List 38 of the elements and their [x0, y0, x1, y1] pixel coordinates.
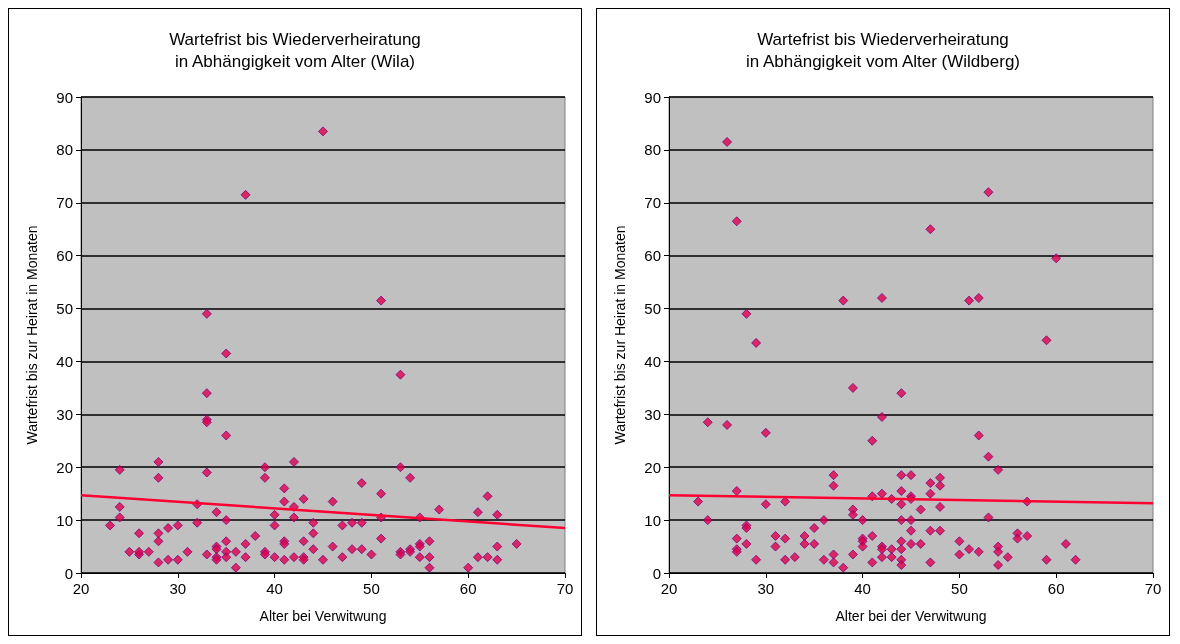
- y-tick-label: 90: [644, 88, 661, 106]
- y-tick-label: 20: [56, 458, 73, 476]
- x-tick-label: 60: [1047, 580, 1065, 597]
- y-tick-label: 60: [56, 247, 73, 265]
- y-tick-label: 40: [644, 352, 661, 370]
- y-tick-label: 60: [644, 247, 661, 265]
- x-tick-label: 40: [266, 580, 283, 597]
- y-tick-label: 0: [64, 564, 73, 582]
- y-tick-label: 30: [644, 405, 661, 423]
- y-tick-label: 20: [644, 458, 661, 476]
- x-tick-label: 20: [72, 580, 90, 597]
- y-tick-label: 70: [56, 194, 73, 212]
- chart-title: Wartefrist bis Wiederverheiratung in Abhängigkeit vom Alter (Wildberg): [745, 29, 1021, 71]
- y-tick-label: 0: [652, 564, 661, 582]
- y-tick-label: 80: [56, 141, 73, 159]
- y-tick-label: 50: [644, 300, 661, 318]
- x-tick-label: 40: [854, 580, 871, 597]
- chart-title: Wartefrist bis Wiederverheiratung in Abhängigkeit vom Alter (Wila): [169, 29, 421, 71]
- y-tick-label: 90: [56, 88, 73, 106]
- y-tick-label: 40: [56, 352, 73, 370]
- x-tick-label: 50: [363, 580, 380, 597]
- y-tick-label: 30: [56, 405, 73, 423]
- x-axis-title: Alter bei der Verwitwung: [835, 608, 987, 624]
- y-tick-label: 70: [644, 194, 661, 212]
- x-tick-label: 20: [660, 580, 678, 597]
- x-tick-label: 50: [951, 580, 968, 597]
- y-tick-label: 10: [56, 511, 73, 529]
- x-tick-label: 70: [1144, 580, 1162, 597]
- y-tick-label: 80: [644, 141, 661, 159]
- y-axis-title: Wartefrist bis zur Heirat in Monaten: [612, 225, 628, 445]
- x-tick-label: 30: [169, 580, 187, 597]
- y-tick-label: 50: [56, 300, 73, 318]
- x-tick-label: 30: [757, 580, 775, 597]
- x-axis-title: Alter bei Verwitwung: [259, 608, 387, 624]
- y-tick-label: 10: [644, 511, 661, 529]
- x-tick-label: 60: [459, 580, 477, 597]
- x-tick-label: 70: [556, 580, 574, 597]
- y-axis-title: Wartefrist bis zur Heirat in Monaten: [24, 225, 40, 445]
